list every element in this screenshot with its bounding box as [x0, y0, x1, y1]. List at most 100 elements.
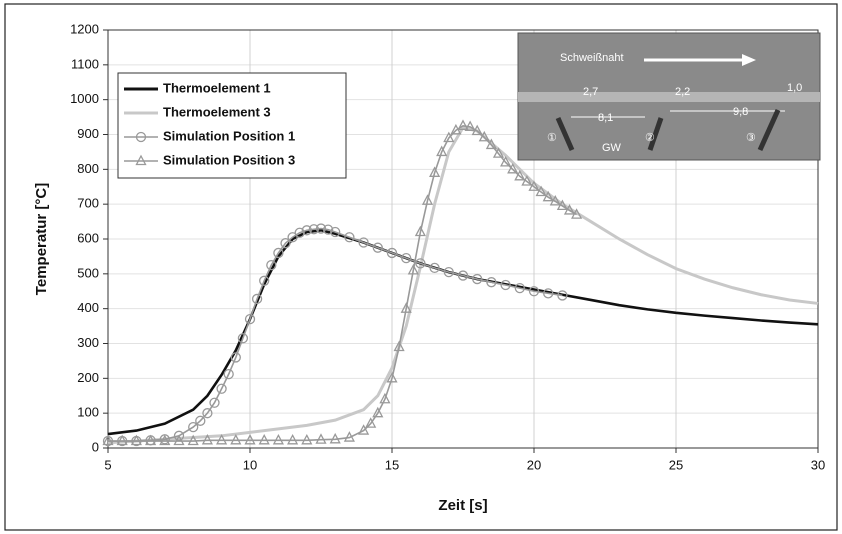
marker	[386, 247, 398, 259]
marker	[201, 433, 213, 445]
marker	[330, 226, 341, 238]
marker	[251, 293, 263, 305]
y-tick-label: 900	[77, 126, 99, 141]
marker	[485, 138, 497, 150]
marker	[429, 262, 440, 274]
inset-label: ②	[645, 132, 655, 144]
marker	[464, 120, 476, 131]
marker	[187, 434, 199, 446]
marker	[329, 432, 341, 444]
legend-label: Thermoelement 1	[163, 80, 271, 95]
marker	[514, 282, 525, 294]
inset-title: Schweißnaht	[560, 52, 624, 64]
marker	[400, 302, 412, 313]
marker	[500, 279, 511, 291]
inset-label: 1,0	[787, 82, 802, 94]
marker	[358, 424, 370, 435]
marker	[415, 258, 426, 269]
marker	[486, 277, 497, 288]
marker	[407, 263, 419, 275]
y-tick-label: 0	[92, 439, 99, 454]
inset-label: 2,2	[675, 86, 690, 98]
marker	[223, 369, 234, 380]
marker	[471, 124, 483, 136]
inset-label: 8,1	[598, 112, 613, 124]
x-tick-label: 5	[104, 457, 111, 472]
marker	[173, 430, 185, 441]
marker	[365, 417, 377, 428]
marker	[436, 145, 448, 157]
marker	[188, 421, 199, 433]
marker	[372, 242, 383, 253]
marker	[301, 225, 312, 236]
marker	[244, 433, 256, 445]
inset-label: GW	[602, 142, 622, 154]
marker	[528, 286, 540, 297]
marker	[571, 208, 583, 219]
marker	[401, 253, 412, 264]
marker	[344, 232, 355, 243]
marker	[542, 190, 554, 202]
marker	[543, 288, 554, 299]
legend-label: Simulation Position 1	[163, 128, 295, 143]
inset-label: ①	[547, 132, 557, 144]
marker	[308, 224, 320, 235]
marker	[563, 204, 576, 215]
marker	[393, 340, 405, 352]
inset-label: 2,7	[583, 86, 598, 98]
marker	[429, 166, 441, 177]
marker	[135, 154, 147, 166]
marker	[209, 397, 220, 408]
weld-seam	[518, 92, 820, 102]
marker	[237, 333, 249, 344]
marker	[287, 433, 299, 445]
marker	[343, 431, 355, 442]
marker	[301, 433, 313, 445]
marker	[500, 155, 512, 167]
marker	[131, 435, 142, 447]
x-tick-label: 15	[385, 457, 399, 472]
x-tick-label: 25	[669, 457, 683, 472]
thermocouple	[757, 108, 781, 152]
series-line	[108, 124, 578, 442]
marker	[315, 433, 327, 444]
marker	[386, 371, 398, 383]
y-tick-label: 200	[77, 370, 99, 385]
marker	[322, 224, 334, 235]
marker	[287, 232, 298, 243]
marker	[272, 433, 284, 445]
y-tick-label: 300	[77, 335, 99, 350]
thermocouple	[555, 116, 575, 152]
marker	[280, 238, 291, 249]
legend-label: Thermoelement 3	[163, 104, 271, 119]
marker	[216, 383, 227, 394]
x-axis-title: Zeit [s]	[438, 497, 487, 514]
inset-label: 9,8	[733, 106, 748, 118]
series-line	[108, 227, 563, 442]
marker	[315, 223, 327, 234]
y-tick-label: 600	[77, 230, 99, 245]
y-tick-label: 100	[77, 405, 99, 420]
marker	[521, 175, 533, 186]
y-tick-label: 500	[77, 265, 99, 280]
x-tick-label: 10	[243, 457, 257, 472]
y-tick-label: 800	[77, 161, 99, 176]
thermocouple	[647, 117, 664, 151]
marker	[507, 162, 519, 174]
y-tick-label: 700	[77, 196, 99, 211]
marker	[457, 119, 469, 130]
x-tick-label: 30	[811, 457, 825, 472]
marker	[258, 433, 270, 445]
marker	[195, 415, 206, 426]
marker	[202, 408, 213, 419]
marker	[535, 185, 547, 197]
marker	[159, 434, 171, 446]
marker	[514, 169, 526, 181]
marker	[556, 199, 568, 211]
marker	[358, 237, 369, 248]
marker	[414, 225, 426, 237]
marker	[549, 194, 561, 206]
marker	[528, 180, 540, 191]
marker	[478, 130, 490, 142]
